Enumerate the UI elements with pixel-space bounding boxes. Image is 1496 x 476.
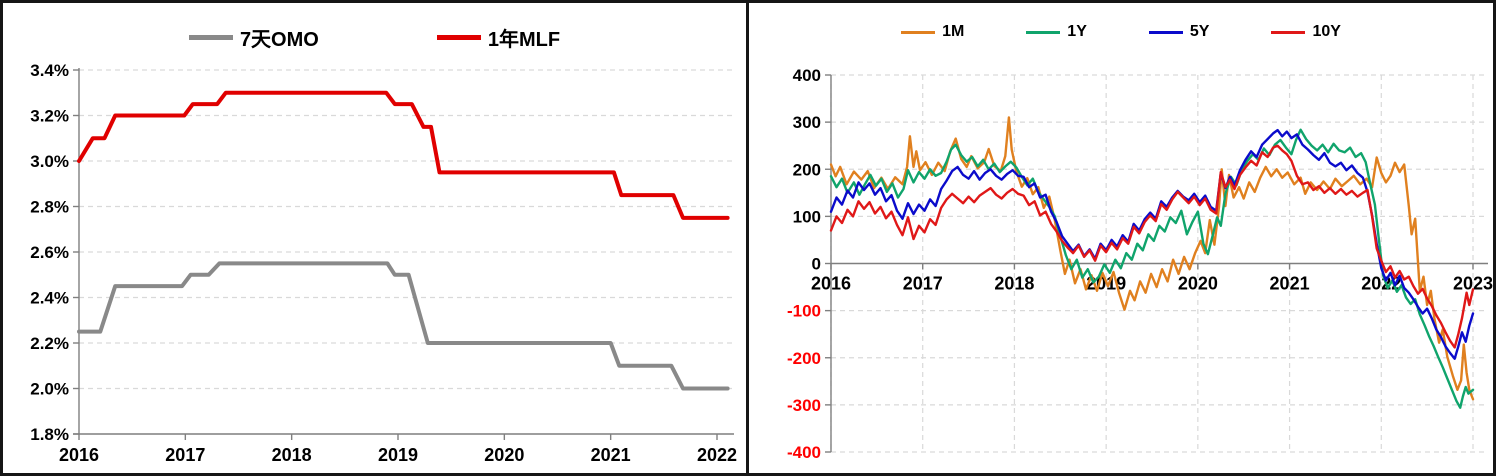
y-tick-label: -400 [787, 443, 821, 462]
x-tick-label: 2018 [272, 445, 312, 465]
y-tick-label: 3.2% [30, 107, 69, 126]
y-tick-label: -100 [787, 302, 821, 321]
y-tick-label: 2.6% [30, 243, 69, 262]
policy-rate-chart-panel: 7天OMO 1年MLF 1.8% 2.0% 2.2% 2.4% 2.6% 2.8% 3.0% 3… [3, 3, 749, 473]
y-tick-label: 300 [793, 113, 821, 132]
y-tick-label: -200 [787, 349, 821, 368]
y-tick-label: 3.0% [30, 152, 69, 171]
y-tick-label: 2.4% [30, 289, 69, 308]
y-tick-label: 2.2% [30, 334, 69, 353]
y-tick-label: 3.4% [30, 61, 69, 80]
policy-rate-chart: 1.8% 2.0% 2.2% 2.4% 2.6% 2.8% 3.0% 3.2% 3.4% 2016… [30, 61, 737, 465]
x-tick-label: 2017 [165, 445, 205, 465]
series-10y-line [829, 144, 1475, 349]
y-tick-label: 2.8% [30, 198, 69, 217]
y-tick-label: 100 [793, 207, 821, 226]
x-tick-label: 2021 [591, 445, 631, 465]
series-omo-7d-line [77, 261, 730, 391]
y-tick-label: 200 [793, 160, 821, 179]
y-tick-label: 1.8% [30, 425, 69, 444]
y-tick-label: 2.0% [30, 380, 69, 399]
irs-spread-chart-panel: 1M 1Y 5Y 10Y -400 -300 -200 -100 0 100 200 300 400 2… [749, 3, 1493, 473]
y-tick-label: -300 [787, 396, 821, 415]
x-tick-label: 2022 [697, 445, 737, 465]
x-tick-label: 2023 [1453, 274, 1493, 294]
y-tick-label: 0 [812, 255, 821, 274]
series-mlf-1y-line [77, 90, 730, 220]
x-tick-label: 2021 [1270, 274, 1310, 294]
irs-spread-chart: -400 -300 -200 -100 0 100 200 300 400 2016 2017 201… [787, 66, 1493, 462]
x-tick-label: 2016 [811, 274, 851, 294]
x-tick-label: 2017 [903, 274, 943, 294]
x-tick-label: 2016 [59, 445, 99, 465]
y-tick-label: 400 [793, 66, 821, 85]
x-tick-label: 2020 [1178, 274, 1218, 294]
x-tick-label: 2019 [378, 445, 418, 465]
series-1m-line [829, 116, 1475, 401]
x-tick-label: 2020 [484, 445, 524, 465]
x-tick-label: 2018 [994, 274, 1034, 294]
series-1y-line [829, 128, 1475, 409]
